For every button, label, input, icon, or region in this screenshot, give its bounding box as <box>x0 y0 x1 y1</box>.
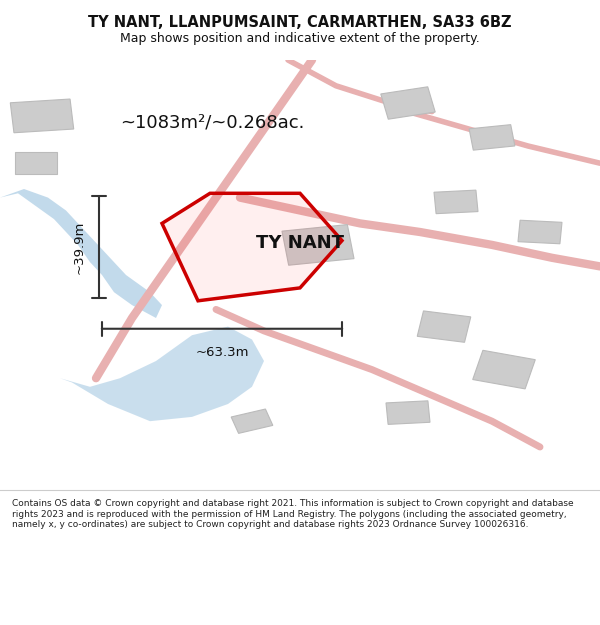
Polygon shape <box>282 224 354 265</box>
Polygon shape <box>15 152 57 174</box>
Text: ~1083m²/~0.268ac.: ~1083m²/~0.268ac. <box>120 113 304 131</box>
Polygon shape <box>0 189 162 318</box>
Polygon shape <box>60 327 264 421</box>
Text: TY NANT, LLANPUMSAINT, CARMARTHEN, SA33 6BZ: TY NANT, LLANPUMSAINT, CARMARTHEN, SA33 … <box>88 15 512 30</box>
Text: ~63.3m: ~63.3m <box>195 346 249 359</box>
Polygon shape <box>381 87 435 119</box>
Polygon shape <box>162 193 342 301</box>
Polygon shape <box>231 409 273 433</box>
Polygon shape <box>417 311 471 342</box>
Text: Map shows position and indicative extent of the property.: Map shows position and indicative extent… <box>120 32 480 45</box>
Polygon shape <box>386 401 430 424</box>
Polygon shape <box>434 190 478 214</box>
Polygon shape <box>469 124 515 150</box>
Text: ~39.9m: ~39.9m <box>73 221 86 274</box>
Polygon shape <box>518 220 562 244</box>
Polygon shape <box>10 99 74 132</box>
Text: TY NANT: TY NANT <box>256 234 344 252</box>
Text: Contains OS data © Crown copyright and database right 2021. This information is : Contains OS data © Crown copyright and d… <box>12 499 574 529</box>
Polygon shape <box>473 351 535 389</box>
